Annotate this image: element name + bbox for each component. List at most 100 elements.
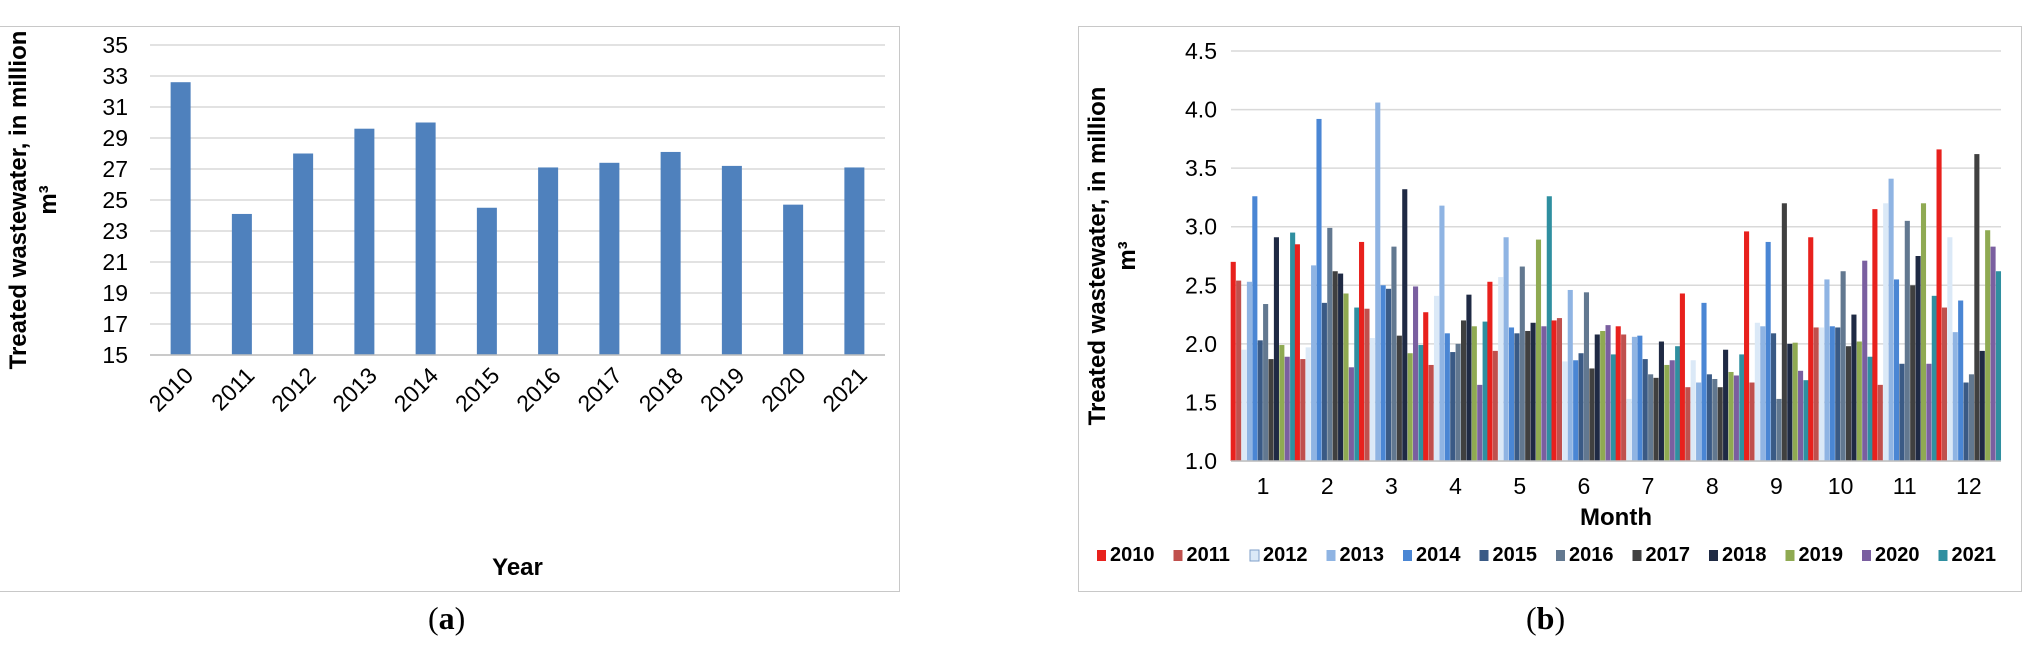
bar-month10-2020 [1862, 260, 1868, 461]
bar-month9-2015 [1771, 333, 1777, 461]
bar-month12-2015 [1963, 382, 1969, 461]
bar-month8-2015 [1706, 374, 1712, 461]
y-tick-label: 27 [102, 156, 128, 182]
bar-month9-2018 [1787, 343, 1793, 461]
bar-month8-2014 [1701, 302, 1707, 461]
bar-month8-2012 [1690, 360, 1696, 461]
bar-month1-2018 [1273, 237, 1279, 461]
x-tick-label: 12 [1956, 473, 1982, 499]
y-axis-title-line2: m³ [35, 185, 62, 214]
bar-month2-2013 [1311, 265, 1317, 461]
x-tick-label: 10 [1828, 473, 1854, 499]
bar-month1-2011 [1236, 280, 1242, 461]
bar-month6-2016 [1583, 292, 1590, 461]
bar-month4-2011 [1428, 364, 1434, 461]
bars [170, 82, 865, 355]
bar-month10-2019 [1856, 341, 1862, 461]
legend-swatch-2012 [1249, 549, 1260, 562]
y-axis-title-line2: m³ [1114, 241, 1141, 270]
bar-month8-2021 [1739, 354, 1745, 461]
bar-month2-2018 [1338, 273, 1344, 461]
legend-label: 2017 [1646, 544, 1691, 566]
y-tick-label: 3.5 [1185, 155, 1217, 181]
bar-month4-2017 [1460, 320, 1467, 461]
legend-swatch-2013 [1326, 550, 1336, 561]
x-tick-label: 8 [1706, 473, 1719, 499]
legend-label: 2019 [1799, 544, 1844, 566]
bar-month12-2011 [1941, 307, 1948, 461]
bar-month4-2015 [1450, 352, 1456, 461]
bar-month4-2019 [1471, 326, 1477, 461]
bar-month4-2016 [1455, 343, 1461, 461]
legend-label: 2013 [1340, 544, 1385, 566]
bar-month8-2018 [1723, 349, 1729, 461]
bar-month10-2011 [1813, 327, 1819, 461]
bar-month7-2013 [1631, 336, 1637, 461]
bar-month5-2016 [1519, 266, 1525, 461]
bar-month5-2018 [1530, 322, 1536, 461]
y-gridlines [150, 44, 885, 356]
y-tick-label: 1.5 [1185, 389, 1217, 415]
bar-month1-2016 [1263, 304, 1269, 461]
bar-month6-2018 [1594, 334, 1600, 461]
bar-month2-2011 [1300, 359, 1306, 461]
bar-2012 [293, 153, 314, 355]
x-axis-title: Month [1580, 504, 1652, 531]
bar-month3-2012 [1369, 338, 1375, 461]
bar-month7-2011 [1621, 334, 1627, 461]
bar-month8-2011 [1685, 387, 1691, 461]
bar-month6-2015 [1578, 353, 1584, 461]
x-tick-label: 2017 [572, 362, 627, 417]
bar-month11-2021 [1931, 295, 1937, 461]
bar-month4-2020 [1477, 384, 1483, 461]
bar-month3-2018 [1402, 189, 1408, 461]
chart-panel-b: 1.0 1.5 2.0 2.5 3.0 3.5 4.0 4.5 1 2 3 4 5 6 7 8 9 10 11 12 M… [1078, 26, 2022, 592]
bar-month10-2013 [1824, 279, 1830, 461]
bar-month3-2020 [1413, 286, 1419, 461]
bar-2018 [660, 151, 681, 355]
y-tick-label: 29 [102, 125, 128, 151]
bar-month3-2016 [1391, 246, 1397, 461]
bar-month1-2014 [1252, 196, 1258, 461]
bar-month9-2013 [1760, 326, 1766, 461]
x-tick-label: 11 [1893, 473, 1917, 499]
bar-month9-2021 [1803, 380, 1809, 461]
bar-month2-2017 [1332, 271, 1338, 461]
legend-label: 2014 [1416, 544, 1461, 566]
y-tick-label: 17 [102, 311, 128, 337]
bar-month11-2011 [1877, 384, 1883, 461]
x-tick-label: 2010 [144, 362, 199, 417]
legend-swatch-2019 [1785, 550, 1795, 561]
y-tick-label: 23 [102, 218, 128, 244]
y-tick-label: 19 [102, 280, 128, 306]
bar-month7-2020 [1669, 360, 1675, 461]
bar-month12-2021 [1995, 271, 2002, 461]
bar-month11-2018 [1915, 256, 1921, 461]
bar-month6-2013 [1567, 289, 1573, 461]
legend-label: 2021 [1952, 544, 1997, 566]
bar-month3-2014 [1380, 285, 1386, 461]
legend-swatch-2017 [1632, 550, 1642, 561]
legend: 2010 2011 2012 2013 2014 2015 2016 2017 2018 2019… [1097, 544, 1996, 566]
x-tick-label: 2020 [756, 362, 811, 417]
bar-month1-2017 [1268, 359, 1274, 461]
bar-month12-2018 [1979, 350, 1985, 461]
legend-swatch-2020 [1862, 550, 1871, 561]
bar-month5-2021 [1546, 196, 1552, 461]
bar-month7-2017 [1653, 377, 1659, 461]
bar-month10-2017 [1845, 346, 1852, 461]
bar-month9-2012 [1754, 322, 1760, 461]
y-tick-label: 2.0 [1185, 331, 1217, 357]
bar-month11-2016 [1904, 220, 1910, 461]
bar-month12-2020 [1990, 246, 1996, 461]
bar-2020 [783, 204, 804, 355]
bar-month7-2014 [1637, 335, 1643, 461]
bar-month8-2010 [1679, 293, 1685, 461]
legend-swatch-2016 [1556, 550, 1565, 561]
bar-month7-2019 [1664, 364, 1670, 461]
x-tick-label: 4 [1449, 473, 1462, 499]
bar-month11-2012 [1883, 203, 1889, 462]
bar-month11-2020 [1926, 363, 1932, 461]
bar-month6-2010 [1551, 320, 1557, 461]
